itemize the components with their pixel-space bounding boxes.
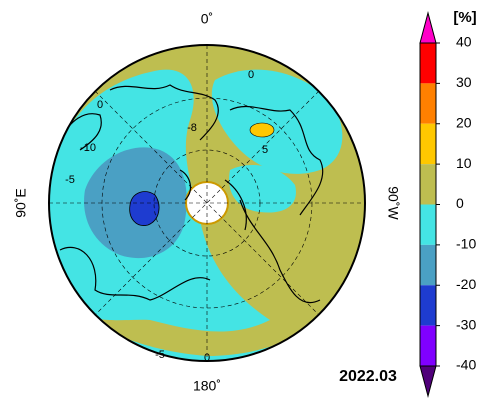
colorbar-band — [420, 123, 436, 165]
colorbar-band — [420, 43, 436, 84]
date-label: 2022.03 — [339, 368, 397, 385]
colorbar-tick-label: 10 — [456, 155, 472, 171]
colorbar-tick-label: -20 — [456, 276, 476, 292]
colorbar-tick-label: 20 — [456, 114, 472, 130]
contour-label: -8 — [187, 122, 197, 134]
contour-label: -5 — [65, 174, 75, 186]
colorbar-under — [419, 365, 437, 398]
colorbar-tick-label: 0 — [456, 195, 464, 211]
contour-labels: 0 -10 -5 -8 0 5 -5 0 — [65, 69, 268, 364]
colorbar-tick-label: -10 — [456, 236, 476, 252]
colorbar-tick-label: -40 — [456, 357, 476, 373]
contour-label: 5 — [262, 144, 268, 156]
longitude-label: 180˚ — [193, 378, 221, 394]
colorbar-unit: [%] — [453, 9, 476, 26]
colorbar-band — [420, 164, 436, 205]
globe-border — [48, 44, 366, 362]
colorbar-tick-label: -30 — [456, 316, 476, 332]
longitude-label: 90˚W — [385, 186, 401, 220]
colorbar-tick-label: 40 — [456, 34, 472, 50]
contour-label: 0 — [248, 69, 254, 81]
colorbar-band — [420, 204, 436, 245]
contour-label: -5 — [155, 349, 165, 361]
colorbar-tick-label: 30 — [456, 74, 472, 90]
longitude-label: 0˚ — [201, 11, 213, 27]
colorbar-over — [419, 11, 437, 44]
colorbar: 40 30 20 10 0 -10 -20 -30 -40 — [419, 11, 476, 398]
contour-label: 0 — [204, 352, 210, 364]
contour-label: -10 — [80, 142, 96, 154]
colorbar-band — [420, 244, 436, 286]
colorbar-band — [420, 83, 436, 124]
colorbar-band — [420, 325, 436, 366]
map: 0˚ 180˚ 90˚E 90˚W 0 -10 -5 -8 0 5 -5 0 — [13, 11, 402, 394]
longitude-label: 90˚E — [13, 188, 29, 218]
contour-label: 0 — [97, 99, 103, 111]
colorbar-band — [420, 285, 436, 326]
